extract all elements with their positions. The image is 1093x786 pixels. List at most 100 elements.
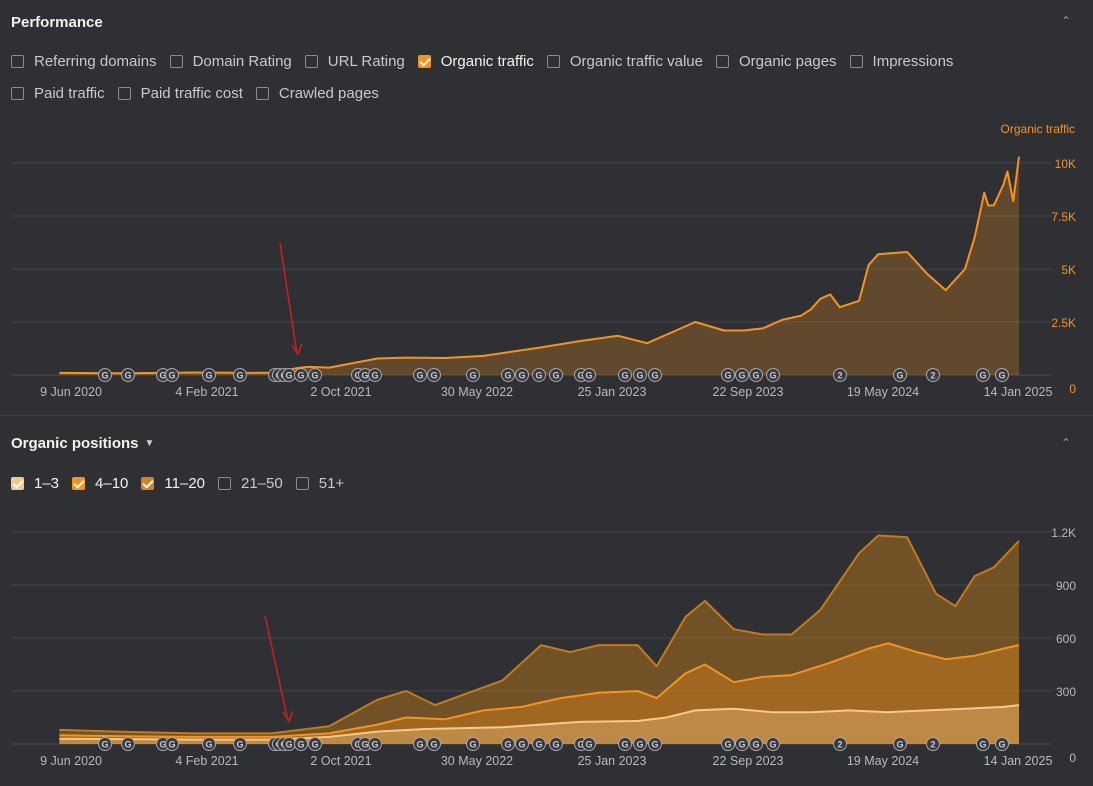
- google-update-marker[interactable]: G: [308, 368, 322, 382]
- google-update-marker[interactable]: G: [648, 368, 662, 382]
- checkbox-box[interactable]: [141, 477, 155, 490]
- google-update-marker[interactable]: G: [466, 737, 480, 751]
- google-update-marker[interactable]: G: [995, 368, 1009, 382]
- google-update-marker[interactable]: G: [893, 368, 907, 382]
- google-update-marker[interactable]: G: [749, 368, 763, 382]
- google-update-marker[interactable]: G: [427, 368, 441, 382]
- checkbox-paid-traffic-cost[interactable]: Paid traffic cost: [117, 85, 243, 102]
- google-update-marker[interactable]: G: [294, 737, 308, 751]
- checkbox-domain-rating[interactable]: Domain Rating: [169, 53, 292, 70]
- checkbox-4-10[interactable]: 4–10: [72, 475, 128, 492]
- google-update-marker[interactable]: G: [633, 737, 647, 751]
- google-update-marker[interactable]: G: [766, 737, 780, 751]
- checkbox-box[interactable]: [295, 477, 309, 490]
- google-update-marker[interactable]: G: [282, 737, 296, 751]
- checkbox-box[interactable]: [72, 477, 86, 490]
- google-update-marker[interactable]: G: [368, 737, 382, 751]
- checkbox-box[interactable]: [11, 477, 24, 490]
- checkbox-box[interactable]: [546, 55, 560, 68]
- google-update-marker[interactable]: G: [294, 368, 308, 382]
- google-update-marker[interactable]: G: [233, 737, 247, 751]
- google-update-marker[interactable]: G: [633, 368, 647, 382]
- google-update-marker[interactable]: G: [532, 368, 546, 382]
- checkbox-label: 4–10: [95, 475, 129, 492]
- checkbox-11-20[interactable]: 11–20: [141, 475, 205, 492]
- checkbox-url-rating[interactable]: URL Rating: [304, 53, 405, 70]
- google-update-marker[interactable]: G: [549, 368, 563, 382]
- series-line-4-10[interactable]: [59, 642, 1020, 738]
- google-update-marker[interactable]: G: [501, 368, 515, 382]
- google-update-marker[interactable]: 2: [833, 737, 847, 751]
- checkbox-box[interactable]: [169, 55, 183, 68]
- google-update-marker[interactable]: G: [766, 368, 780, 382]
- series-line-organic-traffic[interactable]: [59, 156, 1020, 375]
- google-update-marker[interactable]: G: [413, 737, 427, 751]
- google-update-marker[interactable]: G: [735, 368, 749, 382]
- google-update-marker[interactable]: G: [995, 737, 1009, 751]
- checkbox-impressions[interactable]: Impressions: [849, 53, 953, 70]
- collapse-performance-icon[interactable]: ⌃: [1060, 14, 1072, 28]
- google-update-marker[interactable]: G: [368, 368, 382, 382]
- google-update-marker[interactable]: G: [427, 737, 441, 751]
- checkbox-organic-traffic-value[interactable]: Organic traffic value: [546, 53, 703, 70]
- checkbox-box[interactable]: [117, 87, 131, 100]
- google-update-marker[interactable]: G: [515, 368, 529, 382]
- google-update-marker[interactable]: G: [165, 737, 179, 751]
- checkbox-paid-traffic[interactable]: Paid traffic: [11, 85, 105, 102]
- google-update-marker[interactable]: 2: [926, 368, 940, 382]
- google-update-marker[interactable]: G: [721, 368, 735, 382]
- google-update-marker[interactable]: G: [413, 368, 427, 382]
- google-update-marker[interactable]: G: [515, 737, 529, 751]
- series-line-1-3[interactable]: [59, 704, 1020, 741]
- organic-positions-section: Organic positions ▼ ⌃ 1–3 4–10 11–20 21–50 5…: [0, 415, 1093, 786]
- google-update-marker[interactable]: G: [648, 737, 662, 751]
- google-update-marker[interactable]: G: [202, 737, 216, 751]
- google-update-marker[interactable]: G: [233, 368, 247, 382]
- google-update-marker[interactable]: G: [721, 737, 735, 751]
- checkbox-crawled-pages[interactable]: Crawled pages: [255, 85, 379, 102]
- google-update-marker[interactable]: G: [749, 737, 763, 751]
- checkbox-box[interactable]: [417, 55, 431, 68]
- google-update-marker[interactable]: G: [582, 368, 596, 382]
- checkbox-label: Domain Rating: [192, 53, 292, 70]
- checkbox-organic-pages[interactable]: Organic pages: [715, 53, 837, 70]
- google-update-marker[interactable]: G: [121, 368, 135, 382]
- google-update-marker[interactable]: G: [308, 737, 322, 751]
- checkbox-referring-domains[interactable]: Referring domains: [11, 53, 157, 70]
- collapse-positions-icon[interactable]: ⌃: [1060, 436, 1072, 450]
- google-update-marker[interactable]: G: [549, 737, 563, 751]
- google-update-marker[interactable]: G: [582, 737, 596, 751]
- checkbox-box[interactable]: [715, 55, 729, 68]
- google-update-marker[interactable]: G: [532, 737, 546, 751]
- positions-title-dropdown[interactable]: Organic positions ▼: [11, 435, 154, 452]
- checkbox-organic-traffic[interactable]: Organic traffic: [417, 53, 534, 70]
- google-update-marker[interactable]: G: [165, 368, 179, 382]
- google-update-marker[interactable]: G: [98, 368, 112, 382]
- checkbox-1-3[interactable]: 1–3: [11, 475, 59, 492]
- google-update-marker[interactable]: G: [282, 368, 296, 382]
- google-update-marker[interactable]: G: [618, 368, 632, 382]
- google-update-marker[interactable]: G: [466, 368, 480, 382]
- google-update-marker[interactable]: G: [98, 737, 112, 751]
- checkbox-51[interactable]: 51+: [295, 475, 344, 492]
- google-update-marker[interactable]: G: [202, 368, 216, 382]
- google-update-marker[interactable]: G: [893, 737, 907, 751]
- checkbox-21-50[interactable]: 21–50: [218, 475, 283, 492]
- google-update-marker[interactable]: 2: [926, 737, 940, 751]
- google-update-marker[interactable]: G: [976, 737, 990, 751]
- checkbox-box[interactable]: [255, 87, 269, 100]
- google-update-marker[interactable]: G: [121, 737, 135, 751]
- google-update-marker[interactable]: G: [976, 368, 990, 382]
- checkbox-box[interactable]: [304, 55, 318, 68]
- google-update-marker[interactable]: G: [501, 737, 515, 751]
- checkbox-box[interactable]: [218, 477, 232, 490]
- google-update-marker[interactable]: G: [618, 737, 632, 751]
- checkbox-box[interactable]: [11, 87, 24, 100]
- checkbox-box[interactable]: [11, 55, 24, 68]
- google-update-marker[interactable]: 2: [833, 368, 847, 382]
- checkbox-box[interactable]: [849, 55, 863, 68]
- series-line-11-20[interactable]: [59, 534, 1020, 735]
- google-update-marker[interactable]: G: [735, 737, 749, 751]
